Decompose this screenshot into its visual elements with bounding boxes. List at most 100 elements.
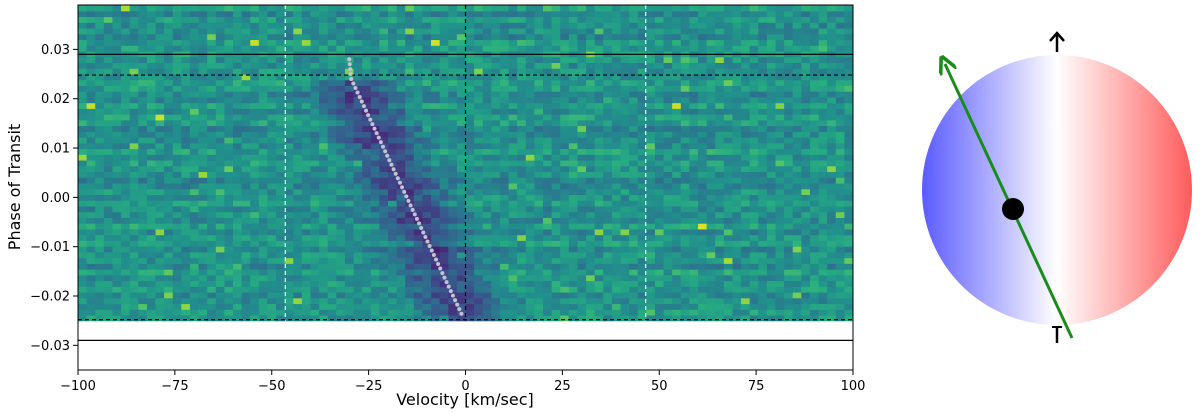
heatmap-cell xyxy=(276,68,286,75)
heatmap-cell xyxy=(362,33,372,41)
heatmap-cell xyxy=(474,33,484,41)
heatmap-cell xyxy=(172,91,182,98)
heatmap-cell xyxy=(560,228,570,236)
heatmap-cell xyxy=(732,223,742,230)
heatmap-cell xyxy=(715,114,725,121)
heatmap-cell xyxy=(586,131,596,138)
heatmap-cell xyxy=(844,205,853,213)
heatmap-cell xyxy=(482,280,492,287)
heatmap-cell xyxy=(517,39,527,46)
heatmap-cell xyxy=(189,102,200,109)
heatmap-cell xyxy=(310,188,320,196)
heatmap-cell xyxy=(775,240,785,247)
heatmap-cell xyxy=(439,159,449,167)
heatmap-cell xyxy=(379,119,389,127)
heatmap-cell xyxy=(293,234,303,241)
heatmap-cell xyxy=(698,27,708,35)
heatmap-cell xyxy=(267,182,277,190)
heatmap-cell xyxy=(844,22,853,29)
heatmap-cell xyxy=(439,240,449,247)
heatmap-cell xyxy=(663,85,673,92)
heatmap-cell xyxy=(723,5,734,12)
heatmap-cell xyxy=(181,96,191,104)
heatmap-cell xyxy=(172,131,182,138)
heatmap-cell xyxy=(78,22,88,29)
heatmap-cell xyxy=(301,5,312,12)
heatmap-cell xyxy=(370,177,380,184)
heatmap-cell xyxy=(405,137,415,144)
heatmap-cell xyxy=(499,217,510,224)
heatmap-cell xyxy=(181,280,191,287)
heatmap-cell xyxy=(620,45,630,52)
heatmap-cell xyxy=(543,286,553,293)
heatmap-cell xyxy=(491,246,501,253)
heatmap-cell xyxy=(620,62,630,69)
heatmap-cell xyxy=(95,280,105,287)
heatmap-cell xyxy=(482,5,492,12)
heatmap-cell xyxy=(620,297,630,305)
heatmap-cell xyxy=(405,68,415,75)
heatmap-cell xyxy=(86,228,96,236)
heatmap-cell xyxy=(181,45,191,52)
heatmap-cell xyxy=(577,297,587,305)
heatmap-cell xyxy=(835,85,845,92)
heatmap-cell xyxy=(611,137,622,144)
heatmap-cell xyxy=(560,269,570,276)
heatmap-cell xyxy=(146,108,157,115)
heatmap-cell xyxy=(474,314,484,322)
heatmap-cell xyxy=(422,142,432,150)
heatmap-cell xyxy=(732,114,742,121)
heatmap-cell xyxy=(766,62,777,69)
heatmap-cell xyxy=(267,263,277,270)
heatmap-cell xyxy=(672,286,682,293)
heatmap-cell xyxy=(405,314,415,322)
heatmap-cell xyxy=(344,22,355,29)
heatmap-cell xyxy=(827,182,837,190)
heatmap-cell xyxy=(431,16,441,23)
heatmap-cell xyxy=(448,91,458,98)
heatmap-cell xyxy=(482,314,492,322)
heatmap-cell xyxy=(344,251,355,259)
heatmap-cell xyxy=(293,56,303,63)
heatmap-cell xyxy=(844,177,853,184)
heatmap-cell xyxy=(517,286,527,293)
reference-lines xyxy=(78,5,853,342)
heatmap-cell xyxy=(258,263,269,270)
heatmap-cell xyxy=(146,125,157,132)
heatmap-cell xyxy=(491,39,501,46)
heatmap-cell xyxy=(680,39,690,46)
heatmap-cell xyxy=(465,291,475,299)
heatmap-cell xyxy=(594,22,604,29)
heatmap-cell xyxy=(241,217,251,224)
heatmap-cell xyxy=(215,148,225,155)
heatmap-cell xyxy=(301,16,312,23)
heatmap-cell xyxy=(413,102,424,109)
heatmap-cell xyxy=(241,171,251,178)
heatmap-cell xyxy=(827,165,837,173)
heatmap-cell xyxy=(396,85,406,92)
heatmap-cell xyxy=(129,22,139,29)
heatmap-cell xyxy=(835,119,845,127)
heatmap-cell xyxy=(792,85,802,92)
heatmap-cell xyxy=(336,182,346,190)
heatmap-cell xyxy=(637,102,647,109)
heatmap-cell xyxy=(775,96,785,104)
heatmap-cell xyxy=(181,125,191,132)
heatmap-cell xyxy=(310,79,320,86)
heatmap-cell xyxy=(370,200,380,207)
heatmap-cell xyxy=(749,62,759,69)
heatmap-cell xyxy=(517,5,527,12)
heatmap-cell xyxy=(784,79,794,86)
heatmap-cell xyxy=(431,5,441,12)
heatmap-cell xyxy=(293,119,303,127)
heatmap-cell xyxy=(844,62,853,69)
heatmap-cell xyxy=(844,27,853,35)
heatmap-cell xyxy=(207,108,217,115)
heatmap-cell xyxy=(284,56,294,63)
heatmap-cell xyxy=(353,142,363,150)
heatmap-cell xyxy=(586,251,596,259)
heatmap-cell xyxy=(379,56,389,63)
heatmap-cell xyxy=(809,314,820,322)
heatmap-cell xyxy=(233,228,243,236)
heatmap-cell xyxy=(577,200,587,207)
